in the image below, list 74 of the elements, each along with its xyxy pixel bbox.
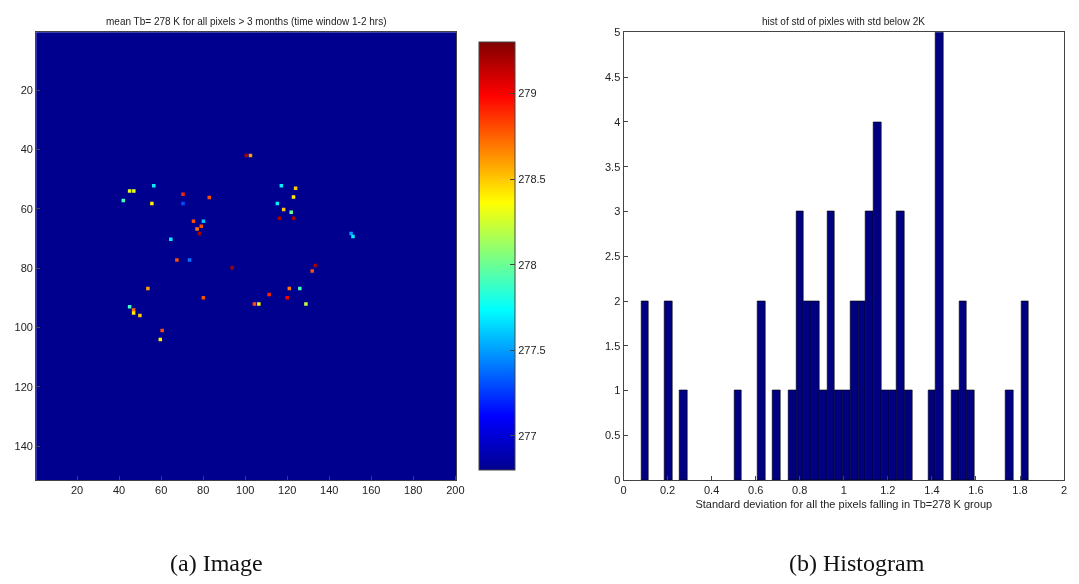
color-bar-label: 277.5 <box>518 344 546 357</box>
point <box>289 210 293 215</box>
y-tick-label: 4 <box>614 115 621 128</box>
y-tick-label: 0.5 <box>605 429 621 442</box>
color-bar-label: 278.5 <box>518 173 546 185</box>
point <box>146 286 150 291</box>
point <box>152 183 156 188</box>
color-bar-label: 277 <box>518 429 537 442</box>
y-tick-label: 80 <box>20 261 33 274</box>
point <box>169 237 173 242</box>
x-tick-label: 80 <box>197 484 210 497</box>
point <box>175 258 179 262</box>
y-tick-label: 0 <box>614 474 621 487</box>
point <box>310 269 314 273</box>
y-tick-label: 3 <box>614 205 621 218</box>
y-tick-label: 140 <box>14 439 33 452</box>
x-tick-label: 1.4 <box>924 484 940 497</box>
y-tick-label: 1.5 <box>605 339 621 352</box>
chart-title: mean Tb= 278 K for all pixels > 3 months (time window 1-2 hrs) <box>106 16 387 27</box>
point <box>138 313 142 318</box>
x-tick-label: 100 <box>236 484 255 497</box>
y-tick-label: 5 <box>614 26 621 39</box>
y-tick-label: 3.5 <box>605 160 621 173</box>
point <box>304 302 308 306</box>
point <box>150 201 154 206</box>
point <box>127 189 132 193</box>
point <box>181 192 185 197</box>
point <box>230 266 234 270</box>
x-tick-label: 20 <box>70 484 84 497</box>
point <box>187 258 192 262</box>
point <box>298 286 302 291</box>
y-tick-label: 1 <box>614 384 621 397</box>
point <box>201 296 206 300</box>
point <box>195 227 199 231</box>
point <box>257 302 261 306</box>
x-tick-label: 0.6 <box>748 484 764 497</box>
y-tick-label: 40 <box>20 143 33 156</box>
text: (b) Histogram <box>789 550 925 576</box>
point <box>252 302 257 306</box>
x-tick-label: 120 <box>278 484 297 497</box>
point <box>291 195 296 199</box>
x-axis-title: Standard deviation for all the pixels falling in Tb=278 K group <box>695 497 993 510</box>
point <box>285 296 289 300</box>
x-tick-label: 40 <box>112 484 126 497</box>
y-tick-label: 2 <box>614 294 621 307</box>
point <box>313 263 317 268</box>
x-tick-label: 0.4 <box>703 484 720 497</box>
point <box>181 201 185 206</box>
x-tick-label: 60 <box>155 484 168 497</box>
color-bar-label: 279 <box>518 87 537 100</box>
point <box>244 153 248 158</box>
x-tick-label: 1.2 <box>880 484 896 497</box>
y-tick-label: 20 <box>20 84 33 96</box>
color-bar-label: 278 <box>518 258 537 271</box>
point <box>267 292 271 297</box>
x-tick-label: 160 <box>362 484 381 497</box>
x-tick-label: 1 <box>840 484 847 497</box>
y-tick-label: 100 <box>14 321 33 334</box>
x-tick-label: 140 <box>320 484 339 497</box>
chart-title: hist of std of pixles with std below 2K <box>762 16 926 27</box>
text: (a) Image <box>170 550 263 576</box>
x-tick-label: 2 <box>1061 484 1068 497</box>
y-tick-label: 120 <box>14 380 33 393</box>
y-tick-label: 4.5 <box>605 70 621 83</box>
x-tick-label: 180 <box>404 484 423 497</box>
x-tick-label: 0.2 <box>659 484 676 497</box>
point <box>160 328 164 333</box>
x-tick-label: 1.6 <box>968 484 984 497</box>
y-tick-label: 2.5 <box>605 250 621 263</box>
y-tick-label: 60 <box>20 202 33 215</box>
x-tick-label: 1.8 <box>1012 484 1028 497</box>
x-tick-label: 0.8 <box>792 484 808 497</box>
x-tick-label: 200 <box>446 484 465 497</box>
point <box>132 189 136 193</box>
